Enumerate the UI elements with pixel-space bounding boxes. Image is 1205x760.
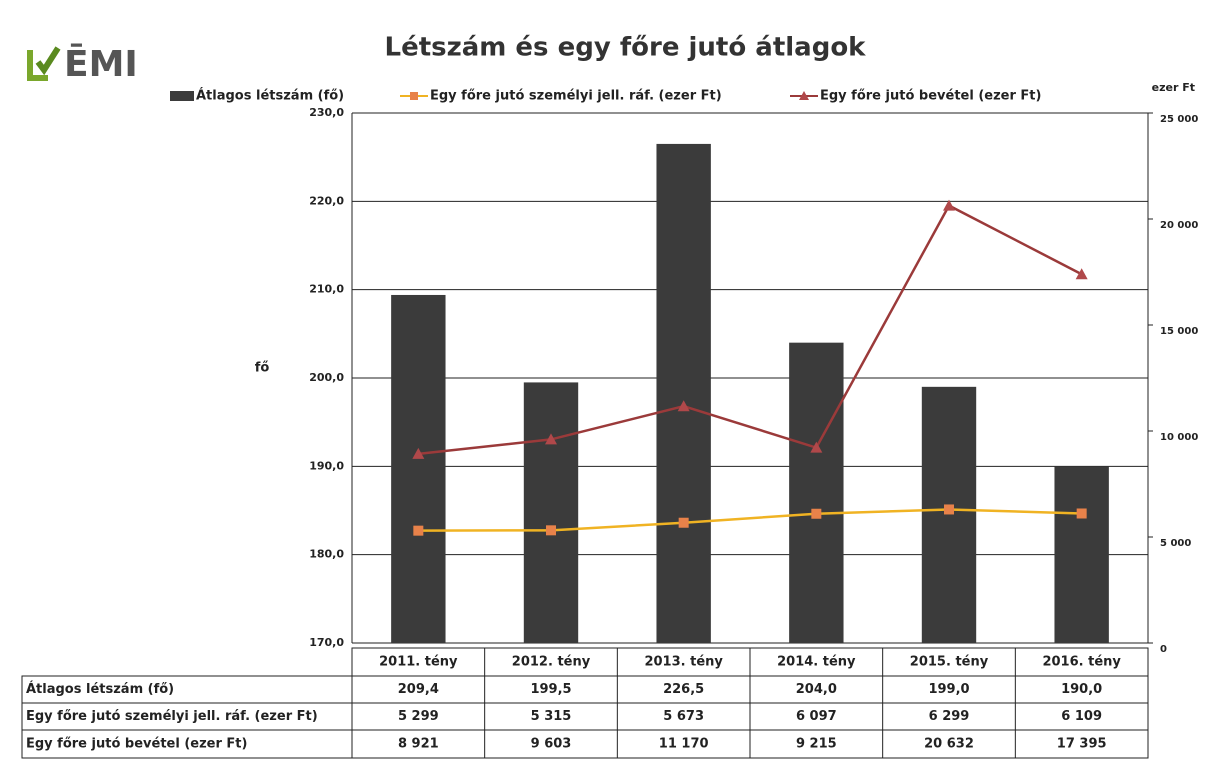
x-tick-label: 2013. tény: [644, 655, 723, 670]
table-cell: 190,0: [1061, 682, 1102, 697]
bar: [1054, 466, 1109, 643]
table-cell: 204,0: [796, 682, 837, 697]
y-tick-label: 170,0: [309, 636, 344, 649]
marker: [810, 441, 823, 453]
legend-label: Átlagos létszám (fő): [196, 88, 344, 104]
table-row-label: Egy főre jutó személyi jell. ráf. (ezer …: [26, 709, 318, 724]
bar: [789, 342, 844, 643]
table-cell: 5 299: [398, 709, 439, 724]
bar: [921, 386, 977, 643]
y-axis-label: fő: [255, 361, 270, 376]
legend-label: Egy főre jutó személyi jell. ráf. (ezer …: [430, 89, 722, 104]
marker: [677, 400, 690, 412]
y-tick-label: 200,0: [309, 371, 344, 384]
marker: [413, 525, 424, 536]
y-tick-label: 220,0: [309, 194, 344, 207]
table-cell: 8 921: [398, 737, 439, 752]
table-cell: 9 215: [796, 737, 837, 752]
x-tick-label: 2016. tény: [1042, 655, 1121, 670]
table-cell: 199,5: [530, 682, 571, 697]
table-cell: 5 315: [531, 709, 572, 724]
table-row-label: Átlagos létszám (fő): [26, 681, 174, 697]
chart-title: Létszám és egy főre jutó átlagok: [385, 33, 867, 63]
marker: [944, 504, 954, 515]
x-tick-label: 2014. tény: [777, 655, 856, 670]
table-cell: 9 603: [531, 737, 572, 752]
legend-marker: [799, 91, 809, 100]
y-tick-label: 190,0: [309, 459, 344, 472]
y2-tick-label: 5 000: [1160, 538, 1191, 549]
table-cell: 6 299: [929, 709, 970, 724]
logo-check: [35, 46, 61, 76]
y2-axis-label: ezer Ft: [1152, 81, 1195, 94]
logo-text: ĒMI: [64, 43, 138, 85]
legend-marker: [410, 92, 418, 100]
marker: [943, 199, 955, 211]
line: [418, 203, 1083, 456]
marker: [811, 508, 822, 519]
y2-tick-label: 25 000: [1160, 114, 1198, 125]
table-cell: 5 673: [663, 709, 704, 724]
bar: [391, 294, 446, 643]
marker: [545, 433, 557, 445]
y2-tick-label: 15 000: [1160, 326, 1198, 337]
marker: [412, 447, 425, 459]
table-cell: 11 170: [659, 737, 709, 752]
y-tick-label: 210,0: [309, 283, 344, 296]
bar: [656, 143, 711, 643]
table-cell: 6 109: [1061, 709, 1102, 724]
x-tick-label: 2011. tény: [379, 655, 458, 670]
bar: [523, 382, 579, 643]
marker: [1075, 268, 1088, 280]
table-cell: 209,4: [398, 682, 439, 697]
marker: [1076, 508, 1087, 519]
table-row-label: Egy főre jutó bevétel (ezer Ft): [26, 737, 247, 752]
legend-swatch: [170, 91, 194, 101]
line: [418, 508, 1082, 532]
logo-mark: [27, 50, 48, 81]
table-cell: 6 097: [796, 709, 837, 724]
legend-label: Egy főre jutó bevétel (ezer Ft): [820, 89, 1041, 104]
table-cell: 20 632: [924, 737, 974, 752]
table-cell: 226,5: [663, 682, 704, 697]
table-cell: 199,0: [928, 682, 969, 697]
y-tick-label: 230,0: [309, 106, 344, 119]
y2-tick-label: 20 000: [1160, 220, 1198, 231]
y2-tick-label: 10 000: [1160, 432, 1198, 443]
marker: [678, 517, 689, 528]
y-tick-label: 180,0: [309, 548, 344, 561]
marker: [546, 525, 556, 536]
table-cell: 17 395: [1057, 737, 1107, 752]
x-tick-label: 2012. tény: [512, 655, 591, 670]
y2-tick-label: 0: [1160, 644, 1167, 655]
x-tick-label: 2015. tény: [910, 655, 989, 670]
